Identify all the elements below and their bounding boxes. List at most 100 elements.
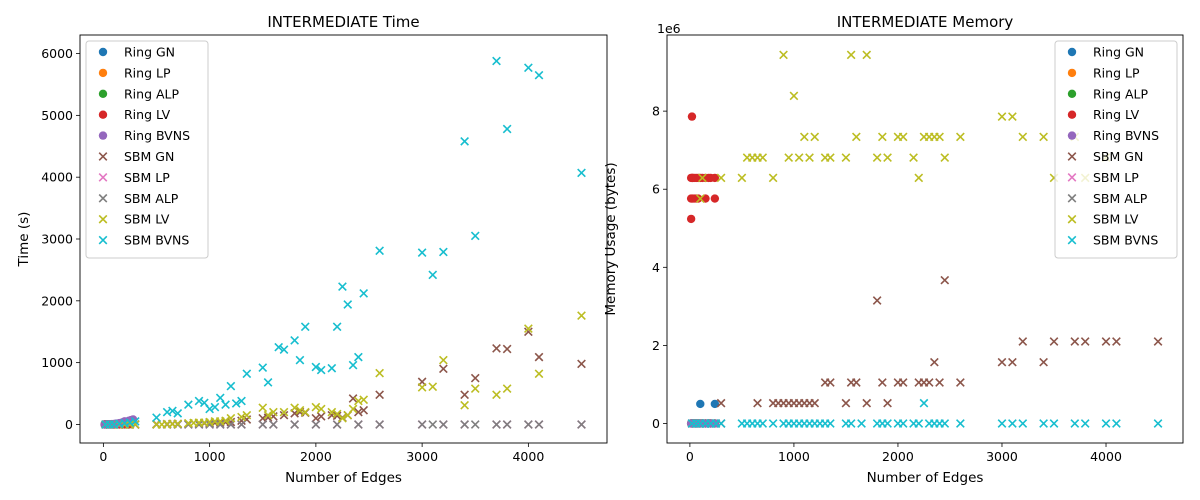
data-point (1018, 419, 1028, 428)
data-point (295, 405, 305, 415)
data-point (794, 153, 804, 162)
data-point (316, 365, 326, 375)
data-point (205, 404, 214, 414)
data-point (1008, 357, 1017, 367)
data-point (327, 363, 337, 373)
legend-item: SBM GN (98, 149, 174, 164)
data-point (375, 420, 384, 429)
data-point (1101, 337, 1111, 346)
data-point (997, 357, 1007, 367)
data-point (263, 410, 273, 420)
legend-marker (1067, 131, 1077, 140)
y-axis-scale-label: 1e6 (657, 21, 681, 36)
legend-marker (1067, 235, 1077, 245)
legend-label: Ring LV (124, 107, 171, 122)
data-point (1008, 419, 1017, 428)
legend-item: SBM ALP (98, 191, 179, 206)
data-point (810, 398, 820, 408)
data-point (935, 378, 944, 387)
data-point (686, 214, 696, 224)
data-point (311, 402, 321, 412)
legend-marker (98, 173, 108, 182)
chart-title: INTERMEDIATE Time (267, 13, 419, 31)
y-tick-label: 6 (652, 182, 660, 197)
data-point (1153, 337, 1163, 346)
legend-item: SBM LP (1067, 170, 1139, 185)
data-point (877, 378, 887, 387)
data-point (269, 420, 278, 429)
y-axis-label: Memory Usage (bytes) (603, 162, 619, 315)
data-point (502, 344, 512, 354)
chart-title: INTERMEDIATE Memory (837, 13, 1014, 31)
legend-marker (1067, 214, 1077, 224)
data-point (687, 112, 697, 121)
legend-item: SBM LV (98, 212, 170, 227)
x-tick-label: 1000 (194, 449, 226, 464)
legend-marker (1067, 110, 1077, 119)
data-point (470, 231, 480, 241)
legend: Ring GN Ring LP Ring ALP Ring LV Ring BVNS SB… (85, 40, 209, 259)
legend-marker (98, 152, 108, 161)
data-point (316, 404, 326, 414)
data-point (221, 400, 230, 410)
data-point (914, 419, 924, 428)
data-point (810, 132, 820, 142)
data-point (332, 411, 342, 421)
data-point (883, 398, 892, 408)
series-sbm-bvns (687, 398, 1163, 428)
data-point (502, 124, 512, 134)
data-point (805, 153, 814, 162)
y-tick-label: 2000 (41, 293, 73, 308)
legend-marker (98, 110, 108, 119)
data-point (237, 396, 246, 406)
data-point (290, 420, 299, 429)
x-tick-label: 0 (686, 449, 694, 464)
data-point (924, 378, 934, 387)
x-tick-label: 4000 (1090, 449, 1122, 464)
data-point (862, 398, 872, 408)
legend-marker (98, 193, 108, 203)
data-point (354, 420, 363, 429)
data-point (359, 289, 369, 298)
legend-label: Ring GN (124, 45, 175, 60)
y-tick-label: 4000 (41, 170, 73, 185)
data-point (1070, 337, 1080, 346)
data-point (173, 408, 183, 418)
data-point (215, 393, 225, 403)
data-point (872, 296, 882, 305)
data-point (940, 275, 950, 285)
data-point (758, 153, 768, 162)
legend-item: SBM BVNS (1067, 233, 1158, 248)
data-point (470, 384, 480, 393)
chart-panel-1: INTERMEDIATE Time 0 1000 2000 3000 4000 0 1000 2… (16, 13, 608, 486)
data-point (279, 345, 289, 355)
data-point (1080, 419, 1090, 428)
legend-item: Ring ALP (1067, 86, 1149, 101)
data-point (258, 363, 268, 372)
data-point (194, 396, 204, 406)
axes-frame (666, 34, 1184, 444)
y-tick-label: 6000 (41, 46, 73, 61)
y-axis-label: Time (s) (16, 212, 32, 268)
data-point (258, 403, 268, 413)
data-point (956, 378, 965, 387)
data-point (375, 246, 384, 256)
data-point (710, 399, 720, 409)
series-sbm-bvns (101, 56, 586, 429)
data-point (343, 300, 353, 309)
legend-label: SBM LP (1093, 170, 1139, 185)
y-tick-label: 8 (652, 104, 660, 119)
legend-item: Ring LV (98, 107, 171, 122)
legend-item: Ring LV (1067, 107, 1140, 122)
data-point (194, 420, 204, 429)
data-point (221, 416, 230, 426)
data-point (311, 362, 321, 372)
legend-box (85, 40, 209, 259)
data-point (130, 420, 140, 429)
axes-frame (79, 34, 608, 444)
data-point (841, 153, 851, 162)
data-point (470, 420, 480, 429)
data-point (825, 153, 835, 162)
data-point (470, 373, 480, 383)
data-point (753, 398, 762, 408)
